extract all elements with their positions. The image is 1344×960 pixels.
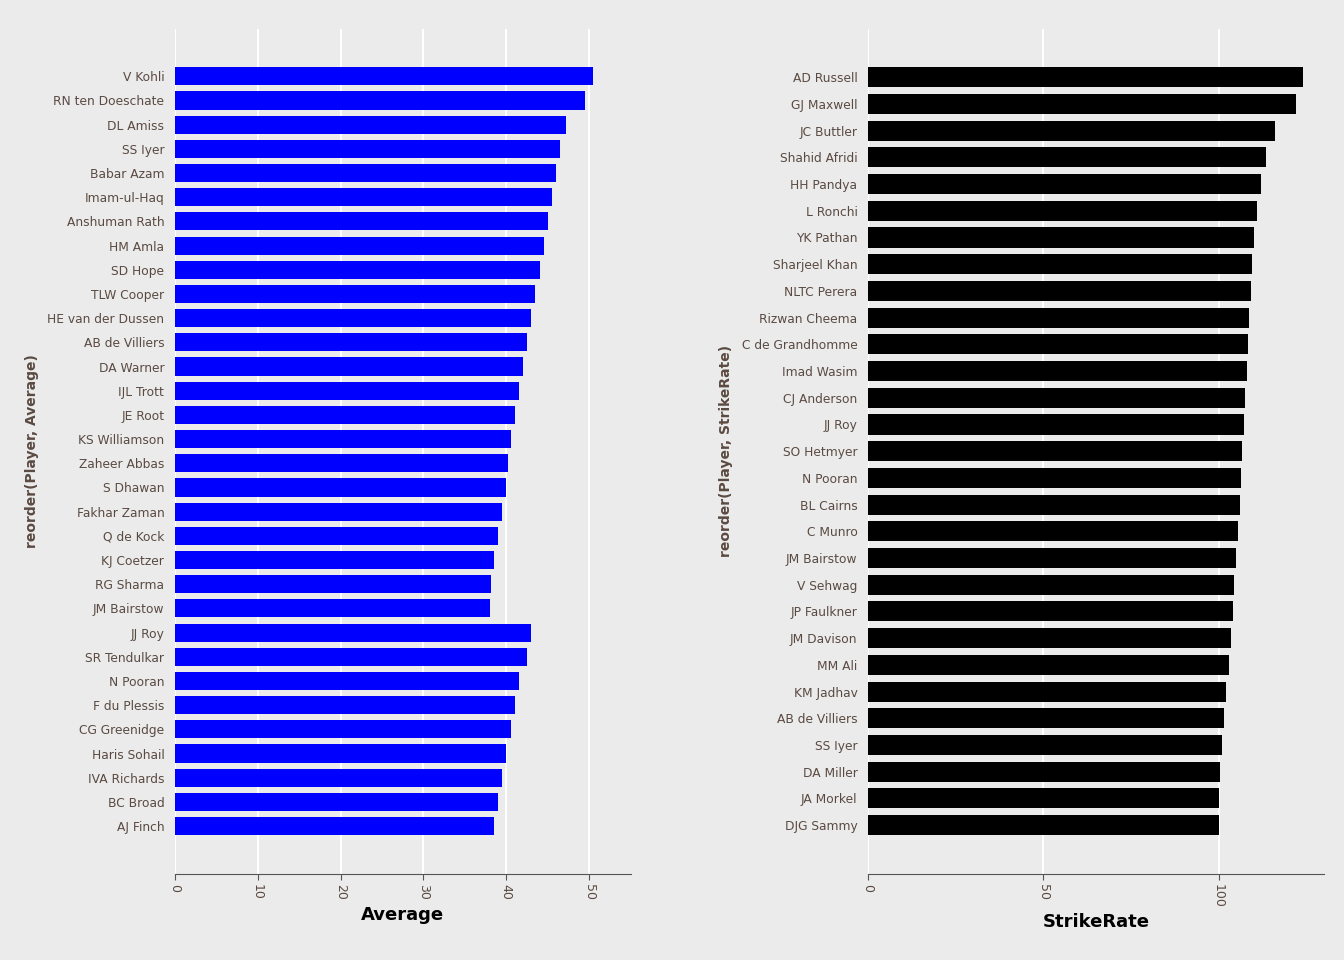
Bar: [175, 430, 511, 448]
Bar: [868, 602, 1232, 621]
Bar: [175, 503, 503, 520]
Bar: [868, 548, 1236, 568]
Bar: [175, 140, 560, 157]
Bar: [868, 307, 1250, 327]
Bar: [175, 285, 535, 303]
X-axis label: StrikeRate: StrikeRate: [1043, 914, 1149, 931]
X-axis label: Average: Average: [362, 905, 445, 924]
Bar: [175, 261, 539, 278]
Bar: [175, 333, 527, 351]
Bar: [175, 236, 544, 254]
Bar: [868, 494, 1239, 515]
Bar: [868, 121, 1274, 141]
Bar: [868, 228, 1254, 248]
Bar: [868, 655, 1230, 675]
Bar: [175, 575, 492, 593]
Bar: [868, 468, 1242, 488]
Bar: [175, 212, 548, 230]
Bar: [175, 454, 508, 472]
Bar: [868, 67, 1302, 87]
Bar: [175, 527, 499, 545]
Bar: [175, 309, 531, 327]
Bar: [868, 201, 1257, 221]
Bar: [175, 672, 519, 690]
Bar: [868, 521, 1238, 541]
Bar: [175, 357, 523, 375]
Y-axis label: reorder(Player, StrikeRate): reorder(Player, StrikeRate): [719, 346, 734, 557]
Bar: [868, 442, 1242, 461]
Bar: [175, 188, 552, 206]
Bar: [175, 551, 493, 569]
Bar: [175, 696, 515, 714]
Bar: [175, 793, 499, 811]
Bar: [868, 815, 1219, 835]
Bar: [868, 174, 1261, 194]
Bar: [868, 281, 1251, 300]
Bar: [175, 406, 515, 424]
Y-axis label: reorder(Player, Average): reorder(Player, Average): [26, 354, 39, 548]
Bar: [175, 91, 585, 109]
Bar: [175, 478, 507, 496]
Bar: [175, 720, 511, 738]
Bar: [175, 115, 566, 133]
Bar: [175, 769, 503, 787]
Bar: [175, 164, 556, 182]
Bar: [175, 624, 531, 641]
Bar: [175, 382, 519, 399]
Bar: [868, 94, 1296, 114]
Bar: [175, 67, 594, 85]
Bar: [868, 788, 1219, 808]
Bar: [868, 361, 1247, 381]
Bar: [868, 147, 1266, 167]
Bar: [868, 628, 1231, 648]
Bar: [868, 708, 1224, 729]
Bar: [175, 599, 489, 617]
Bar: [868, 735, 1222, 756]
Bar: [175, 648, 527, 666]
Bar: [868, 415, 1243, 435]
Bar: [868, 254, 1251, 275]
Bar: [175, 817, 493, 835]
Bar: [868, 334, 1249, 354]
Bar: [175, 745, 507, 762]
Bar: [868, 761, 1220, 781]
Bar: [868, 682, 1226, 702]
Bar: [868, 388, 1245, 408]
Bar: [868, 575, 1234, 595]
